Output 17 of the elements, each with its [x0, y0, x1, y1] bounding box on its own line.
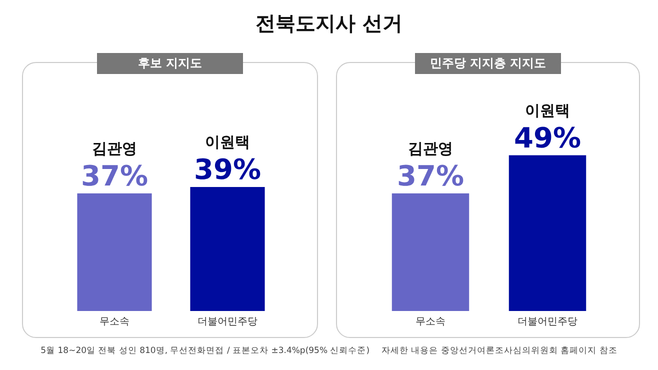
x-tick-label: 무소속 [416, 316, 446, 328]
annotation: 이원택 [205, 133, 250, 152]
text: 자세한 내용은 중앙선거여론조사심의위원회 홈페이지 참조 [382, 346, 618, 356]
annotation: 김관영 [92, 139, 137, 158]
text: 전북도지사 선거 [254, 10, 404, 37]
annotation: 이원택 [525, 101, 570, 120]
x-tick-label: 무소속 [100, 316, 130, 328]
data-label: 37% [396, 159, 464, 192]
data-label: 37% [80, 159, 148, 192]
annotation: 김관영 [408, 139, 453, 158]
text: 5월 18~20일 전북 성인 810명, 무선전화면접 / 표본오차 ±3.4%p(95% 신뢰수준) [40, 346, 370, 356]
x-tick-label: 더불어민주당 [198, 316, 258, 328]
chart-subtitle: 민주당 지지층 지지도 [415, 53, 561, 74]
chart-subtitle: 후보 지지도 [97, 53, 243, 74]
data-label: 39% [194, 153, 262, 186]
x-tick-label: 더불어민주당 [518, 316, 578, 328]
data-label: 49% [514, 121, 582, 154]
